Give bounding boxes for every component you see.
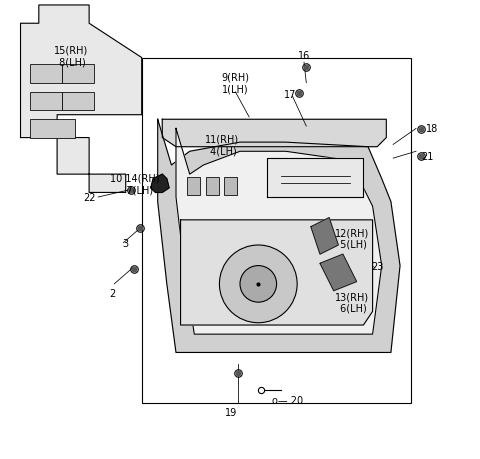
Bar xyxy=(30,65,62,84)
Text: 21: 21 xyxy=(421,151,433,162)
Text: 18: 18 xyxy=(426,124,438,134)
Text: 22: 22 xyxy=(83,193,96,202)
Text: 13(RH)
 6(LH): 13(RH) 6(LH) xyxy=(335,292,369,313)
Bar xyxy=(30,120,75,138)
Polygon shape xyxy=(21,6,142,193)
Polygon shape xyxy=(176,129,382,335)
Bar xyxy=(187,178,200,195)
Polygon shape xyxy=(320,255,357,291)
Text: 10 14(RH)
   7(LH): 10 14(RH) 7(LH) xyxy=(110,173,159,195)
Bar xyxy=(62,65,94,84)
Bar xyxy=(62,93,94,111)
Text: 2: 2 xyxy=(109,288,115,298)
Bar xyxy=(142,58,411,403)
Polygon shape xyxy=(158,120,400,353)
Text: 12(RH)
 5(LH): 12(RH) 5(LH) xyxy=(335,228,369,249)
Text: 19: 19 xyxy=(225,407,237,417)
Text: 11(RH)
 4(LH): 11(RH) 4(LH) xyxy=(204,134,239,156)
Bar xyxy=(224,178,237,195)
Polygon shape xyxy=(180,220,372,325)
Polygon shape xyxy=(311,218,338,255)
Text: o— 20: o— 20 xyxy=(272,396,303,406)
Text: 16: 16 xyxy=(298,51,310,61)
Text: 3: 3 xyxy=(122,238,129,248)
Circle shape xyxy=(240,266,276,302)
Text: 9(RH)
1(LH): 9(RH) 1(LH) xyxy=(221,73,250,94)
Circle shape xyxy=(219,246,297,323)
Polygon shape xyxy=(162,120,386,147)
Text: 17: 17 xyxy=(284,90,297,100)
Text: 23: 23 xyxy=(371,261,384,271)
Polygon shape xyxy=(267,159,363,197)
Bar xyxy=(30,93,62,111)
Polygon shape xyxy=(151,175,169,193)
Text: 15(RH)
 8(LH): 15(RH) 8(LH) xyxy=(54,45,88,67)
Bar xyxy=(206,178,218,195)
